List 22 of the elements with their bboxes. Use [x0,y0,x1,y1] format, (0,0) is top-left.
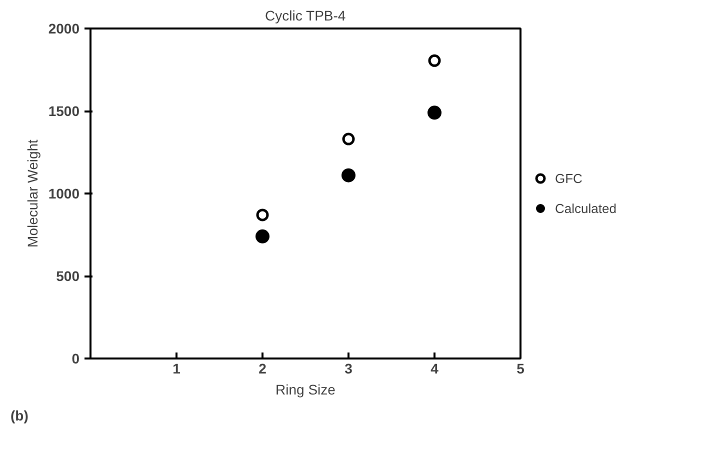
y-tick-label: 1500 [48,103,80,119]
x-tick-label: 5 [516,360,525,376]
chart-title: Cyclic TPB-4 [265,8,346,24]
point [256,229,270,244]
x-tick-label: 4 [430,360,439,376]
point [428,106,442,120]
point [342,132,355,146]
legend-label: Calculated [555,200,616,216]
x-tick-label: 1 [172,360,181,376]
y-tick-label: 0 [72,350,80,366]
point [342,168,356,182]
y-tick-label: 500 [56,268,80,284]
point [256,208,269,222]
x-tick-label: 3 [344,360,353,376]
y-axis-title: Molecular Weight [24,139,40,248]
y-tick-label: 2000 [48,20,80,36]
text: (b) [10,408,28,424]
legend-label: GFC [555,170,582,186]
x-tick-label: 2 [258,360,267,376]
y-tick-label: 1000 [48,186,80,202]
point [428,54,441,67]
x-axis-title: Ring Size [276,382,336,398]
